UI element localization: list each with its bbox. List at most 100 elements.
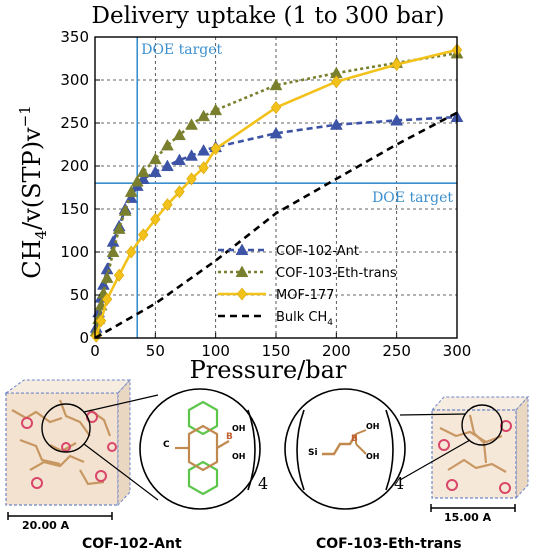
data-point [126,245,137,259]
data-point [136,165,150,178]
legend-swatch-marker [235,243,249,256]
data-point [269,126,283,139]
y-label-rest: /v(STP)v [18,127,46,230]
x-tick-label: 50 [146,342,165,360]
legend-item-3: Bulk CH4 [218,310,333,328]
data-point [209,103,223,116]
cof102-stoich: 4 [258,474,269,493]
y-tick-label: 300 [60,71,89,89]
cof102-scale-label: 20.00 A [22,519,70,532]
x-axis-label: Pressure/bar [190,356,347,384]
x-tick-label: 150 [262,342,291,360]
data-point [113,268,125,282]
data-point [390,113,404,126]
series-line [94,52,458,332]
y-tick-label: 250 [60,114,89,132]
cof102-oh-bottom: OH [232,452,246,461]
data-point [160,138,174,151]
legend-swatch-marker [236,287,248,301]
x-tick-label: 200 [322,342,351,360]
y-tick-label: 350 [60,28,89,46]
cof102-oh-top: OH [232,424,246,433]
data-point [112,222,126,234]
data-point [130,174,144,187]
cof103-fragment-zoom [284,388,406,510]
cof102-b-label: B [226,432,233,442]
data-point [391,58,402,72]
x-tick-label: 100 [201,342,230,360]
cof103-caption: COF-103-Eth-trans [316,536,462,552]
data-point [329,118,343,130]
data-point [148,165,162,178]
data-point [124,191,138,203]
legend-item-1: COF-103-Eth-trans [218,265,397,281]
data-point [118,204,132,216]
data-point [148,152,162,165]
y-tick-label: 50 [70,286,89,304]
data-point [150,212,161,226]
y-tick-label: 100 [60,243,89,261]
cof102-fragment-zoom [139,388,261,510]
data-point [162,198,173,212]
cof102-c-label: C [163,440,170,450]
data-point [138,228,149,242]
svg-text:CH4/v(STP)v−1: CH4/v(STP)v−1 [16,105,50,279]
cof102-caption: COF-102-Ant [82,536,182,552]
cof102-scale-bar [7,512,113,520]
cof103-b-label: B [351,434,358,444]
y-label-sup: −1 [16,105,34,127]
data-point [101,292,113,306]
y-axis-label: CH4/v(STP)v−1 [16,105,50,279]
data-point [100,271,114,283]
data-point [106,245,120,258]
series-line [94,48,458,337]
data-point [173,128,186,141]
series [89,43,464,343]
cof103-cage-illustration [399,395,530,500]
cof103-oh-bottom: OH [366,452,380,461]
series-2 [91,43,463,343]
ticks: 0 50 100 150 200 250 300 0 50 100 150 200 250 300 350 [60,28,471,360]
x-tick-label: 300 [443,342,472,360]
cof102-cage-illustration [4,378,159,507]
doe-target-horizontal-label: DOE target [372,190,453,206]
cof103-scale-bar [430,504,516,512]
data-point [95,314,107,328]
legend-label: Bulk CH4 [276,310,333,328]
legend-swatch-marker [235,265,249,278]
series-line [94,111,458,340]
x-tick-label: 0 [90,342,100,360]
data-point [185,118,198,130]
data-point [173,153,186,166]
y-label-ch: CH [18,239,46,278]
data-point [186,172,197,186]
y-tick-label: 150 [60,200,89,218]
chart-title: Delivery uptake (1 to 300 bar) [92,3,445,29]
y-label-sub: 4 [32,230,50,240]
data-point [269,78,283,91]
data-point [198,161,209,175]
legend-label: COF-103-Eth-trans [276,266,397,281]
x-tick-label: 250 [382,342,411,360]
data-point [160,159,174,172]
data-point [185,149,198,161]
cof103-oh-top: OH [366,422,380,431]
cof103-stoich: 4 [394,474,405,493]
y-tick-label: 0 [79,329,89,347]
legend-label: COF-102-Ant [276,244,359,259]
cof103-scale-label: 15.00 A [444,511,492,524]
series-3 [94,111,458,340]
data-point [331,75,342,89]
doe-target-vertical-label: DOE target [141,42,222,58]
data-point [174,185,185,199]
data-point [210,142,221,156]
data-point [124,185,138,197]
data-point [270,101,282,115]
cof103-si-label: Si [308,448,318,458]
legend-label: MOF-177 [276,288,334,303]
data-point [197,109,211,122]
legend-item-0: COF-102-Ant [218,243,359,259]
legend-item-2: MOF-177 [218,287,334,303]
legend-label-sub: 4 [327,318,333,328]
